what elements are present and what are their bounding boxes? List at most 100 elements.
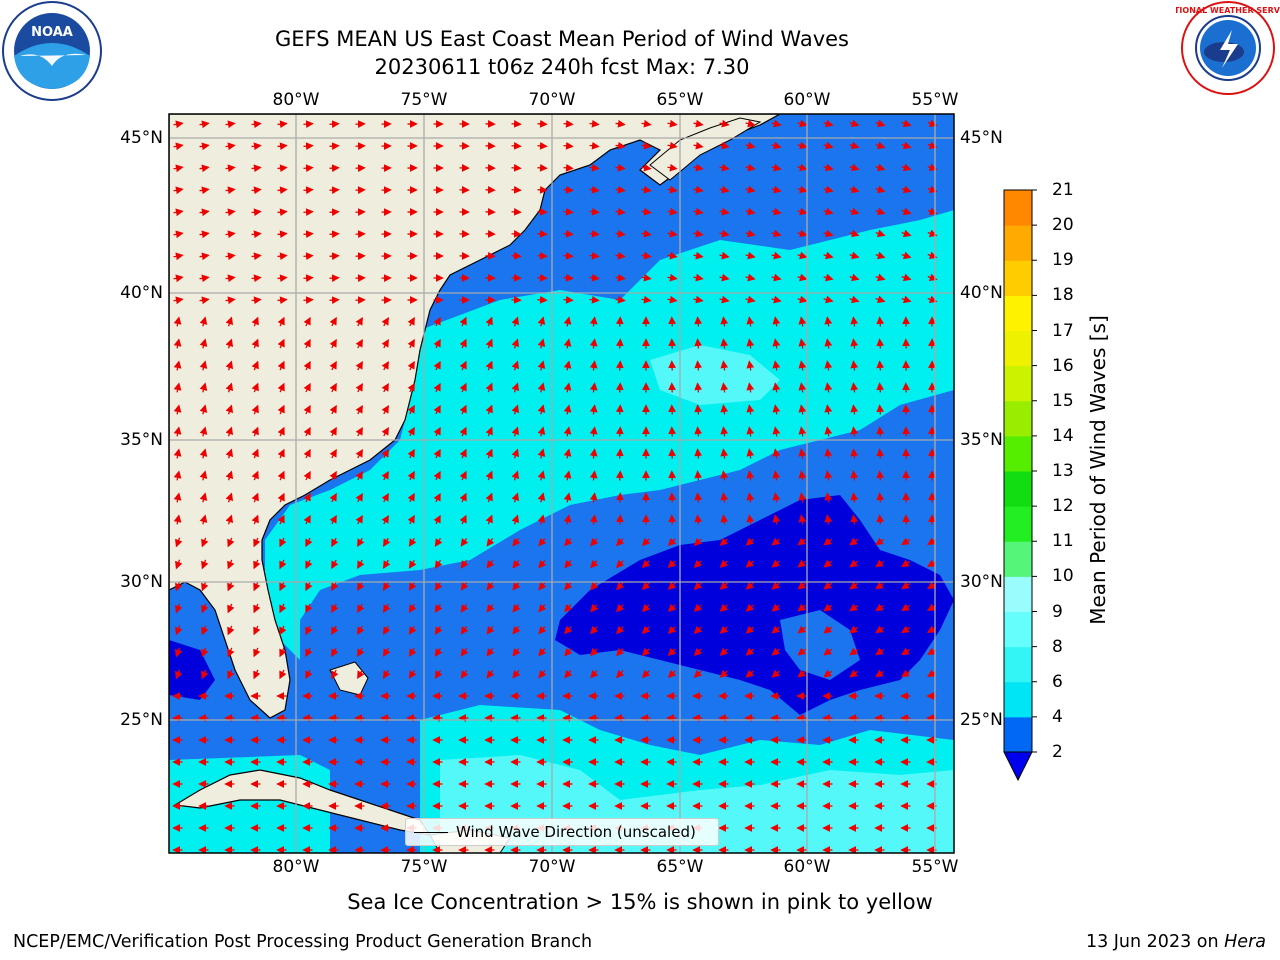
wind-arrow: [667, 295, 678, 304]
wind-arrow: [303, 208, 314, 217]
wind-arrow: [798, 426, 807, 437]
wind-arrow: [615, 426, 624, 437]
lat-tick-left: 35°N: [120, 430, 163, 450]
wind-arrow: [511, 251, 522, 260]
noaa-logo-text: NOAA: [31, 25, 73, 40]
land-bahamas: [329, 661, 369, 696]
wind-arrow: [305, 603, 313, 614]
wind-arrow: [512, 604, 521, 613]
wind-arrow: [772, 382, 781, 393]
wind-arrow: [538, 603, 547, 613]
wind-arrow: [798, 470, 807, 481]
wind-arrow: [694, 426, 703, 437]
wind-arrow: [771, 229, 782, 238]
wind-arrow: [227, 581, 235, 592]
wind-arrow: [850, 492, 859, 503]
wind-arrow: [850, 404, 859, 415]
wind-arrow: [433, 316, 441, 327]
wind-arrow: [303, 164, 314, 173]
wind-arrow: [616, 537, 625, 547]
wind-arrow: [720, 316, 729, 327]
wind-arrow: [537, 229, 548, 238]
wind-arrow: [693, 647, 703, 656]
wind-arrow: [511, 492, 520, 503]
wind-arrow: [797, 581, 806, 590]
wind-arrow: [251, 404, 259, 415]
wind-arrow: [667, 251, 678, 260]
wind-arrow: [875, 559, 885, 568]
wind-arrow: [459, 382, 467, 393]
wind-arrow: [745, 185, 756, 194]
wind-arrow: [433, 338, 441, 349]
wind-arrow: [511, 448, 520, 459]
wind-arrow: [797, 163, 808, 172]
wind-arrow: [850, 514, 859, 525]
wind-arrow: [694, 382, 703, 393]
wind-arrow: [227, 669, 235, 680]
wind-arrow: [797, 603, 806, 612]
wind-arrow: [772, 492, 781, 503]
wind-arrow: [564, 581, 573, 591]
footer-date-text: 13 Jun 2023 on: [1085, 932, 1225, 952]
wind-arrow: [357, 537, 365, 548]
wind-arrow: [590, 603, 599, 613]
wind-arrow: [693, 119, 704, 128]
wind-arrow: [199, 470, 208, 481]
wind-arrow: [329, 274, 340, 283]
wind-arrow: [433, 448, 441, 459]
wind-arrow: [589, 360, 598, 371]
lat-tick-right: 40°N: [960, 283, 1003, 303]
wind-arrow: [381, 426, 389, 437]
wind-arrow: [797, 537, 806, 546]
wind-arrow: [201, 537, 209, 548]
wind-arrow: [771, 295, 782, 304]
wind-arrow: [875, 229, 886, 238]
wind-arrow: [251, 164, 262, 173]
wind-arrow: [719, 119, 730, 128]
sea-ice-note-text: Sea Ice Concentration > 15% is shown in …: [347, 890, 933, 914]
wind-arrow: [771, 647, 781, 656]
wind-arrow: [849, 559, 859, 568]
wind-arrow: [381, 448, 389, 459]
wind-arrow: [641, 119, 652, 128]
wind-arrow: [485, 492, 493, 503]
wind-arrow: [173, 470, 182, 481]
wind-arrow: [459, 360, 467, 371]
wind-arrow: [253, 625, 261, 636]
wind-arrow: [719, 581, 729, 590]
wind-arrow: [175, 669, 183, 680]
wind-arrow: [849, 185, 860, 194]
wind-arrow: [331, 625, 339, 636]
wind-arrow: [589, 316, 598, 327]
wind-arrow: [589, 382, 598, 393]
colorbar-tick-label: 2: [1052, 742, 1063, 762]
wind-arrow: [357, 669, 365, 680]
wind-arrow: [277, 382, 285, 393]
wind-arrow: [486, 537, 495, 547]
wind-arrow: [279, 603, 287, 614]
wind-arrow: [279, 581, 287, 592]
wind-arrow: [771, 185, 782, 194]
wind-arrow: [745, 647, 755, 656]
wind-arrow: [279, 559, 287, 570]
wind-arrow: [433, 360, 441, 371]
wind-arrow: [824, 338, 833, 349]
wind-arrow: [693, 603, 703, 612]
wind-arrow: [849, 625, 859, 634]
wind-arrow: [407, 514, 415, 525]
wind-arrow: [564, 603, 573, 613]
wind-arrow: [797, 251, 808, 260]
wind-arrow: [277, 448, 285, 459]
wind-arrow: [173, 338, 182, 349]
wind-arrow: [511, 404, 520, 415]
wind-arrow: [693, 141, 704, 150]
wind-arrow: [563, 119, 574, 128]
wind-arrow: [798, 382, 807, 393]
wind-arrow: [303, 186, 314, 195]
wind-arrow: [459, 492, 467, 503]
wind-arrow: [693, 669, 703, 678]
wind-arrow: [876, 426, 885, 437]
wind-arrow: [225, 426, 234, 437]
wind-arrow: [798, 514, 807, 525]
wind-arrow: [251, 316, 259, 327]
